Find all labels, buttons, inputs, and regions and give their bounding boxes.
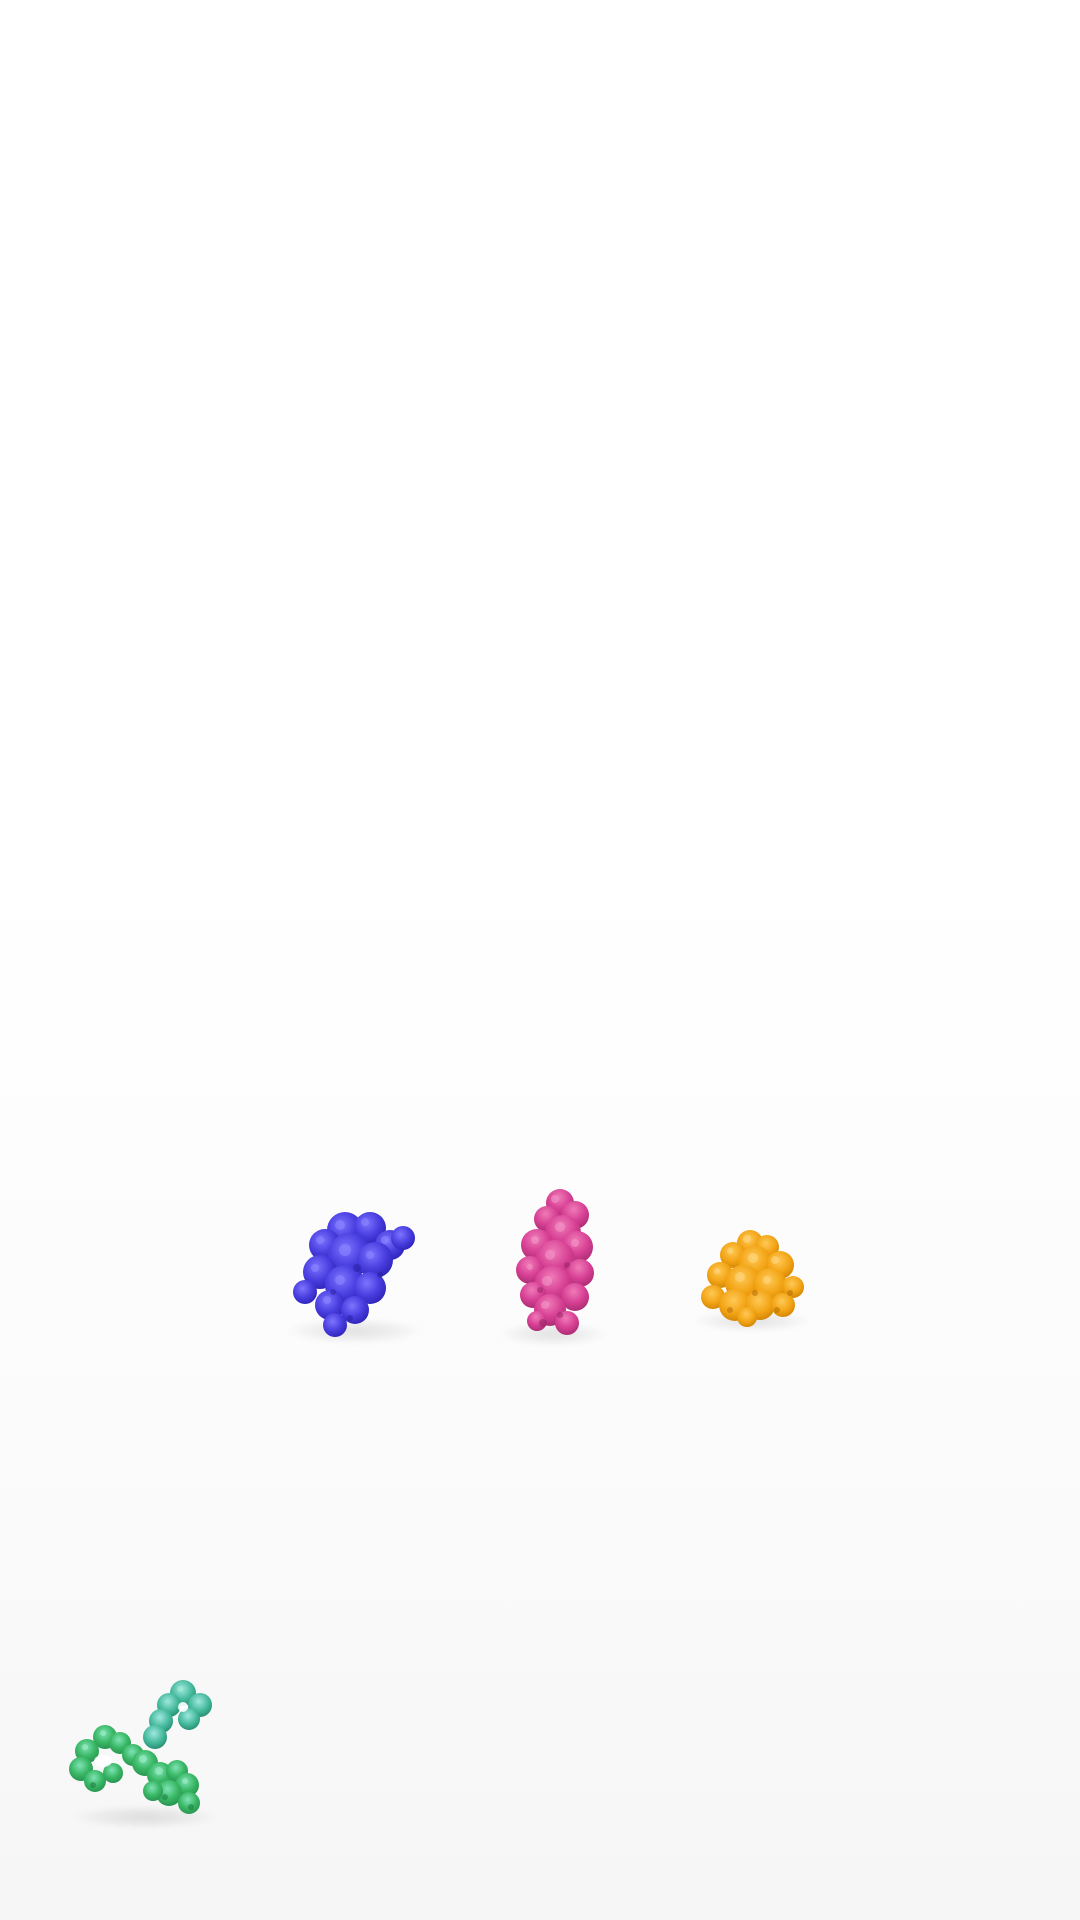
green-antibody-illustration (69, 1680, 212, 1814)
pink-protein-illustration (516, 1189, 594, 1335)
blue-protein-illustration (293, 1212, 415, 1337)
pink-protein-shadow (498, 1322, 608, 1346)
orange-protein-illustration (701, 1230, 804, 1327)
